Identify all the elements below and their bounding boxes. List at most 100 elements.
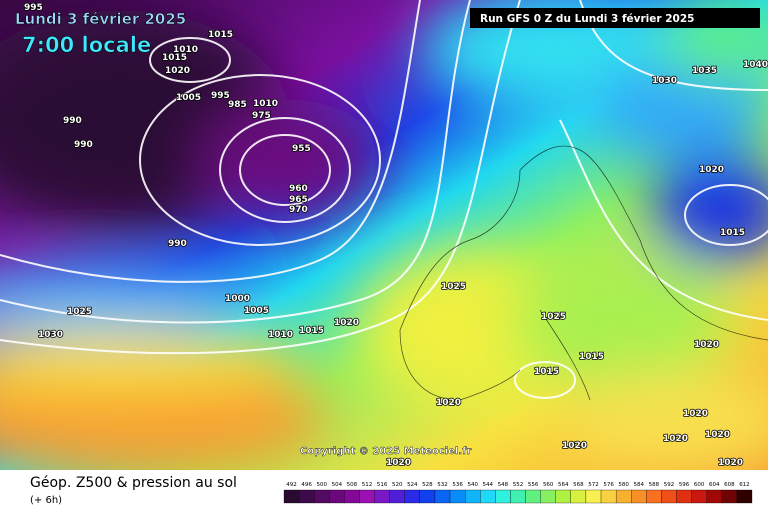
- copyright: Copyright © 2025 Meteociel.fr: [300, 446, 471, 457]
- isobar-label: 1010: [268, 330, 293, 340]
- isobar-label: 1005: [244, 306, 269, 316]
- legend-swatch: [676, 489, 692, 504]
- legend-swatch: [585, 489, 602, 504]
- isobar-label: 1040: [743, 60, 768, 70]
- legend-swatch: [298, 489, 315, 504]
- isobar-label: 1015: [208, 30, 233, 40]
- legend-label: 540: [467, 482, 478, 488]
- legend-label: 496: [301, 482, 312, 488]
- isobar-label: 1020: [165, 66, 190, 76]
- footer-subtitle: (+ 6h): [30, 495, 62, 506]
- legend-swatch: [525, 489, 541, 504]
- legend-label: 612: [739, 482, 750, 488]
- legend-swatch: [465, 489, 481, 504]
- legend-swatch: [706, 489, 722, 504]
- legend-swatch: [600, 489, 617, 504]
- isobar-label: 995: [24, 3, 43, 13]
- legend-swatch: [631, 489, 647, 504]
- isobar-label: 1015: [720, 228, 745, 238]
- legend-swatch: [540, 489, 556, 504]
- legend-label: 592: [664, 482, 675, 488]
- isobar-label: 1005: [176, 93, 201, 103]
- legend-swatch: [283, 489, 300, 504]
- isobar-label: 960: [289, 184, 308, 194]
- legend-label: 556: [528, 482, 539, 488]
- isobar-label: 970: [289, 205, 308, 215]
- legend-label: 564: [558, 482, 569, 488]
- date: Lundi 3 février 2025: [15, 10, 186, 28]
- legend-swatch: [434, 489, 451, 504]
- legend-swatch: [329, 489, 345, 504]
- isobar-label: 1020: [683, 409, 708, 419]
- isobar-label: 1020: [562, 441, 587, 451]
- isobar-label: 1020: [386, 458, 411, 468]
- run-box: [470, 8, 760, 28]
- isobar-label: 990: [63, 116, 82, 126]
- legend-swatch: [449, 489, 466, 504]
- isobar-label: 1010: [173, 45, 198, 55]
- isobar-label: 1020: [663, 434, 688, 444]
- isobar-label: 1020: [718, 458, 743, 468]
- legend-label: 528: [422, 482, 433, 488]
- isobar-label: 985: [228, 100, 247, 110]
- isobar-label: 1025: [441, 282, 466, 292]
- legend-swatch: [389, 489, 405, 504]
- legend-swatch: [510, 489, 526, 504]
- legend-swatch: [404, 489, 421, 504]
- legend-label: 600: [694, 482, 705, 488]
- legend-label: 568: [573, 482, 584, 488]
- isobar-label: 955: [292, 144, 311, 154]
- isobar-label: 1025: [541, 312, 566, 322]
- legend-label: 608: [724, 482, 735, 488]
- map-background: [0, 0, 768, 480]
- isobar-label: 1015: [579, 352, 604, 362]
- legend-label: 552: [513, 482, 524, 488]
- legend-label: 508: [347, 482, 358, 488]
- legend-label: 548: [498, 482, 509, 488]
- legend-label: 520: [392, 482, 403, 488]
- isobar-label: 1000: [225, 294, 250, 304]
- legend-label: 504: [332, 482, 343, 488]
- legend-swatch: [691, 489, 707, 504]
- isobar-label: 975: [252, 111, 271, 121]
- isobar-label: 1020: [705, 430, 730, 440]
- isobar-label: 990: [74, 140, 93, 150]
- legend-swatch: [555, 489, 571, 504]
- isobar-label: 1030: [38, 330, 63, 340]
- legend-label: 536: [452, 482, 463, 488]
- legend-label: 584: [634, 482, 645, 488]
- legend-label: 516: [377, 482, 388, 488]
- legend-swatch: [495, 489, 511, 504]
- legend-swatch: [570, 489, 587, 504]
- legend: 492 496 500 504 508 512 516 520 524 528 532 536 540 5…: [283, 482, 753, 504]
- local-time: 7:00 locale: [22, 33, 151, 57]
- legend-swatch: [314, 489, 330, 504]
- legend-swatch: [480, 489, 496, 504]
- legend-label: 572: [588, 482, 599, 488]
- legend-swatch: [615, 489, 632, 504]
- isobar-label: 1015: [534, 367, 559, 377]
- isobar-label: 1015: [162, 53, 187, 63]
- legend-label: 492: [286, 482, 297, 488]
- legend-label: 604: [709, 482, 720, 488]
- legend-swatch: [419, 489, 436, 504]
- legend-swatch: [721, 489, 738, 504]
- legend-label: 596: [679, 482, 690, 488]
- legend-swatch: [344, 489, 360, 504]
- isobar-label: 965: [289, 195, 308, 205]
- legend-label: 588: [649, 482, 660, 488]
- footer-title: Géop. Z500 & pression au sol: [30, 475, 237, 491]
- isobar-label: 995: [211, 91, 230, 101]
- isobar-label: 1020: [334, 318, 359, 328]
- isobar-label: 990: [168, 239, 187, 249]
- isobar-label: 1020: [436, 398, 461, 408]
- legend-swatch: [359, 489, 375, 504]
- legend-label: 532: [437, 482, 448, 488]
- run-label: Run GFS 0 Z du Lundi 3 février 2025: [480, 13, 694, 25]
- legend-label: 560: [543, 482, 554, 488]
- legend-label: 576: [603, 482, 614, 488]
- isobar-label: 1030: [652, 76, 677, 86]
- isobar-label: 1020: [694, 340, 719, 350]
